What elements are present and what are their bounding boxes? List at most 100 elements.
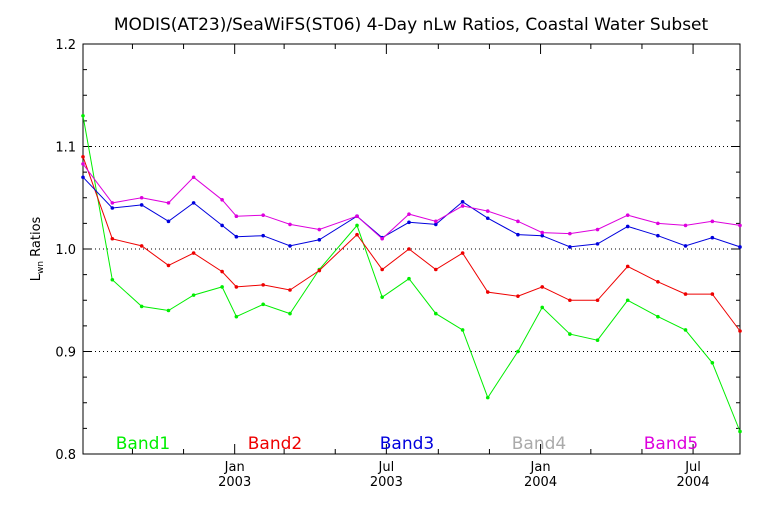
x-tick-month: Jan [530,460,551,475]
data-point [220,269,224,274]
data-point [683,328,688,332]
data-point [261,283,265,287]
y-tick-label: 0.9 [55,346,76,361]
chart-title: MODIS(AT23)/SeaWiFS(ST06) 4-Day nLw Rati… [114,15,709,35]
data-point [434,222,438,227]
data-point [317,268,322,273]
series-band2 [81,154,742,333]
x-tick-year: 2004 [677,475,710,490]
legend-band3: Band3 [380,434,434,454]
data-point [540,233,545,238]
data-point [166,201,171,205]
x-tick-year: 2003 [218,475,251,490]
data-point [81,175,85,180]
data-point [191,251,196,255]
data-point [81,113,85,118]
data-point [485,216,490,221]
data-point [516,294,520,298]
data-point [595,338,600,343]
y-tick-label: 1.1 [55,141,76,156]
data-point [166,263,171,268]
data-point [625,264,630,269]
data-point [166,308,171,313]
data-point [568,298,572,303]
data-point [738,245,742,249]
data-point [656,280,660,284]
data-point [139,203,144,207]
series-line [82,176,741,248]
y-tick-label: 0.8 [55,448,76,463]
data-point [317,227,322,232]
legend: Band1 Band2 Band3 Band4 Band5 [116,434,698,454]
data-point [434,267,438,272]
data-point [407,247,411,251]
data-point [191,293,196,297]
data-point [540,285,545,289]
data-point [288,288,292,292]
data-point [738,223,742,228]
data-point [380,267,384,272]
data-point [738,329,742,333]
y-tick-label: 1.2 [55,38,76,53]
data-point [139,195,144,200]
data-point [710,292,715,296]
gridlines [83,146,740,352]
series-band5 [81,162,742,241]
x-tick-year: 2004 [524,475,557,490]
data-point [355,232,359,237]
data-point [656,221,660,226]
data-point [656,314,660,319]
y-axis: 0.8 0.9 1.0 1.1 1.2 [55,38,740,463]
data-point [191,175,196,180]
data-point [656,233,660,238]
data-point [710,219,715,224]
data-point [460,251,465,255]
data-point [683,244,688,248]
x-tick-month: Jan [224,460,245,475]
data-point [434,219,438,224]
data-point [407,220,411,225]
data-point [380,236,384,241]
data-point [234,285,239,289]
data-point [540,230,545,235]
data-point [288,311,292,316]
data-point [355,214,359,218]
data-point [110,236,115,241]
data-point [485,290,490,294]
data-point [139,304,144,309]
data-point [288,222,292,227]
data-point [595,242,600,246]
data-point [317,237,322,242]
data-point [485,209,490,213]
series-line [82,156,741,332]
data-point [110,277,115,282]
data-point [261,233,265,238]
data-point [234,214,239,218]
data-point [595,227,600,232]
data-point [288,244,292,248]
legend-band2: Band2 [248,434,302,454]
data-point [261,213,265,217]
data-point [625,224,630,229]
data-point [568,245,572,249]
legend-band4: Band4 [512,434,566,454]
data-point [683,223,688,228]
series-layer [81,113,742,434]
data-point [166,219,171,224]
data-point [234,314,239,319]
y-tick-label: 1.0 [55,243,76,258]
data-point [460,204,465,208]
data-point [380,295,384,299]
data-point [710,235,715,240]
data-point [261,302,265,307]
data-point [516,219,520,224]
data-point [220,285,224,289]
x-tick-month: Jul [378,460,395,475]
data-point [460,200,465,204]
data-point [516,232,520,237]
data-point [625,213,630,217]
data-point [355,223,359,228]
data-point [568,332,572,336]
